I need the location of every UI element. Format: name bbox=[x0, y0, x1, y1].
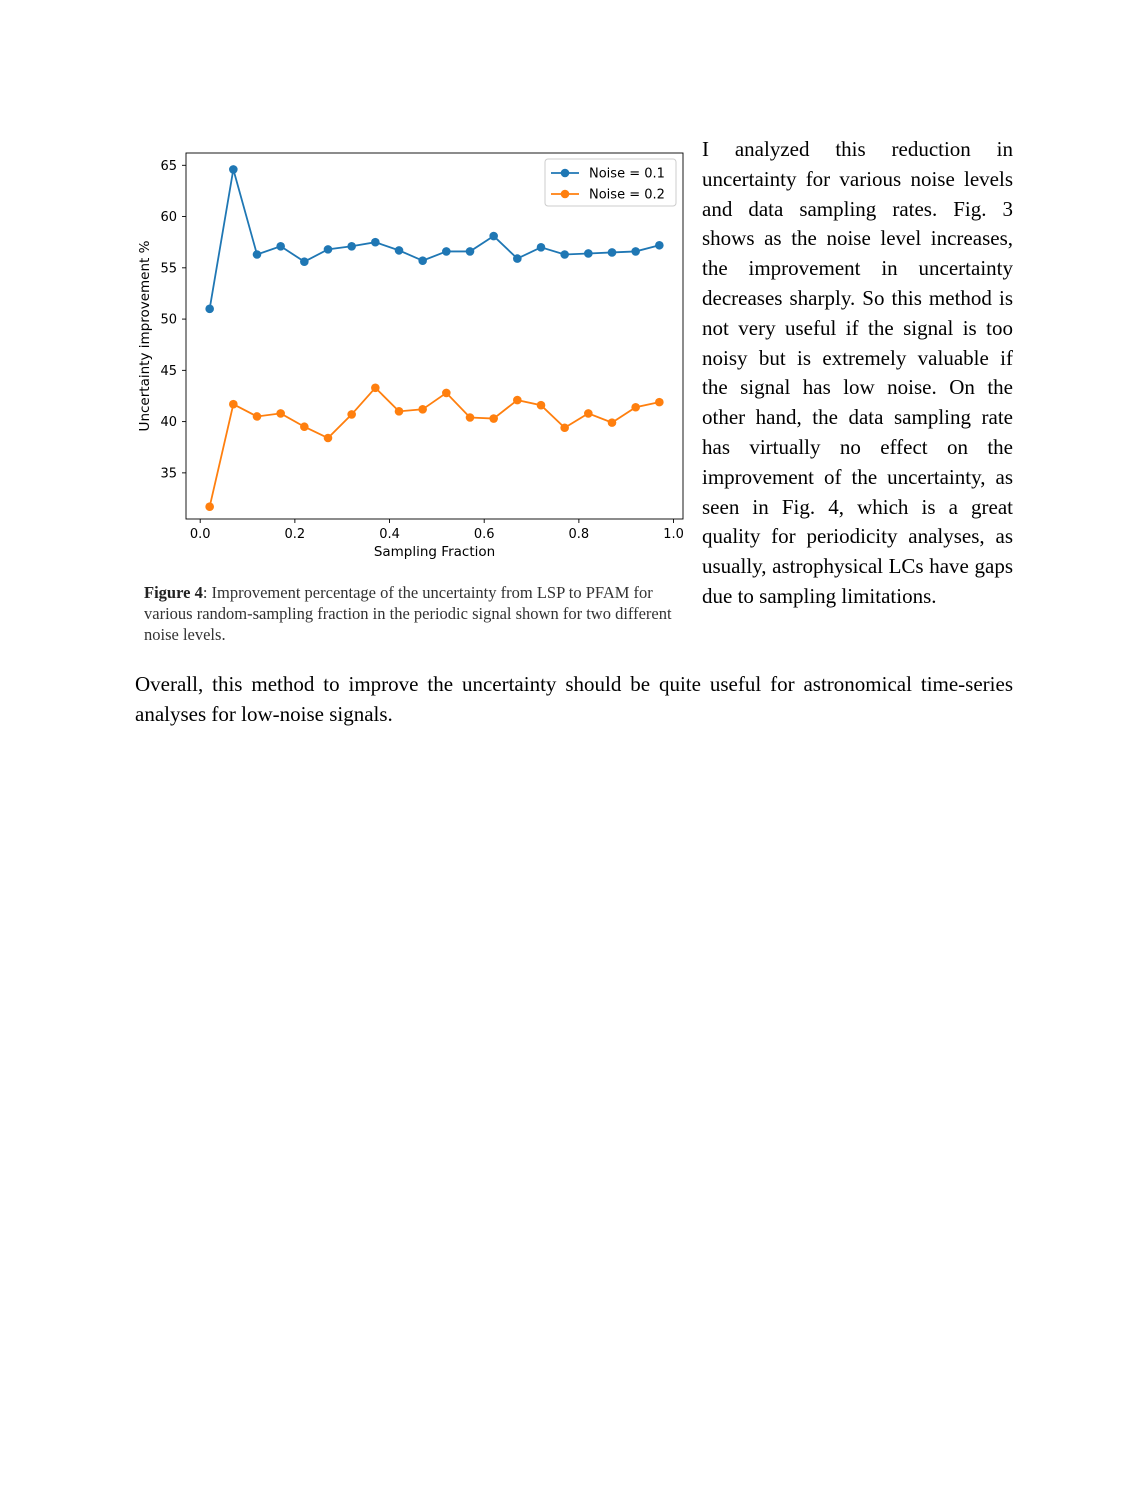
data-point bbox=[631, 402, 640, 412]
data-point bbox=[394, 407, 404, 416]
data-point bbox=[252, 250, 262, 259]
data-point bbox=[560, 423, 569, 433]
y-tick-label: 45 bbox=[160, 364, 177, 379]
data-point bbox=[371, 383, 380, 393]
data-point bbox=[205, 502, 214, 511]
legend-marker bbox=[560, 168, 570, 178]
x-tick-label: 0.8 bbox=[569, 527, 590, 542]
data-point bbox=[655, 397, 664, 407]
figure-caption-label: Figure 4 bbox=[144, 583, 203, 602]
x-tick-label: 0.2 bbox=[285, 527, 306, 542]
x-axis-label: Sampling Fraction bbox=[374, 544, 495, 560]
data-point bbox=[347, 241, 356, 251]
data-point bbox=[442, 247, 451, 256]
y-tick-label: 55 bbox=[160, 261, 177, 276]
y-axis-label: Uncertainty improvement % bbox=[137, 240, 153, 431]
data-point bbox=[560, 250, 569, 259]
data-point bbox=[465, 247, 475, 256]
data-point bbox=[465, 413, 475, 422]
x-tick-label: 1.0 bbox=[663, 527, 684, 542]
y-tick-label: 60 bbox=[160, 210, 177, 225]
uncertainty-improvement-chart: 0.0 0.2 0.4 0.6 0.8 1.0 35 40 45 50 55 60 65 Sampling… bbox=[137, 152, 684, 560]
series-line-2 bbox=[208, 386, 660, 507]
data-point bbox=[205, 304, 214, 314]
data-point bbox=[276, 241, 285, 251]
data-point bbox=[276, 409, 285, 418]
x-tick-label: 0.0 bbox=[190, 527, 211, 542]
side-paragraph: I analyzed this reduction in uncertainty… bbox=[702, 137, 1013, 608]
data-point bbox=[252, 412, 262, 421]
plot-frame bbox=[185, 152, 684, 520]
data-point bbox=[300, 422, 309, 432]
data-point bbox=[631, 247, 640, 256]
data-point bbox=[607, 418, 617, 427]
data-point bbox=[607, 248, 617, 257]
data-point bbox=[394, 246, 404, 255]
data-point bbox=[418, 405, 427, 414]
data-point bbox=[300, 257, 309, 266]
data-point bbox=[584, 409, 593, 418]
x-tick-label: 0.4 bbox=[379, 527, 400, 542]
y-tick-label: 50 bbox=[160, 313, 177, 328]
x-tick-label: 0.6 bbox=[474, 527, 495, 542]
data-point bbox=[489, 414, 498, 423]
data-point bbox=[229, 165, 238, 174]
data-point bbox=[229, 399, 238, 409]
figure-caption: Figure 4: Improvement percentage of the … bbox=[144, 582, 684, 645]
data-point bbox=[442, 388, 451, 398]
overall-paragraph: Overall, this method to improve the unce… bbox=[135, 672, 1013, 726]
data-point bbox=[513, 254, 522, 263]
data-point bbox=[418, 256, 427, 265]
data-point bbox=[323, 433, 333, 443]
data-point bbox=[655, 240, 664, 250]
data-point bbox=[323, 245, 333, 254]
data-point bbox=[536, 400, 546, 410]
figure-4: 0.0 0.2 0.4 0.6 0.8 1.0 35 40 45 50 55 60 65 Sampling… bbox=[132, 140, 692, 650]
data-point bbox=[584, 249, 593, 258]
y-tick-label: 40 bbox=[160, 415, 177, 430]
legend-marker bbox=[560, 189, 570, 199]
data-point bbox=[513, 395, 522, 405]
legend-label: Noise = 0.2 bbox=[589, 188, 665, 203]
data-point bbox=[347, 410, 356, 419]
legend-label: Noise = 0.1 bbox=[589, 167, 665, 182]
figure-caption-text: : Improvement percentage of the uncertai… bbox=[144, 583, 672, 644]
data-point bbox=[489, 231, 498, 241]
y-tick-label: 35 bbox=[160, 466, 177, 481]
data-point bbox=[536, 243, 546, 252]
y-tick-label: 65 bbox=[160, 159, 177, 174]
data-point bbox=[371, 237, 380, 247]
